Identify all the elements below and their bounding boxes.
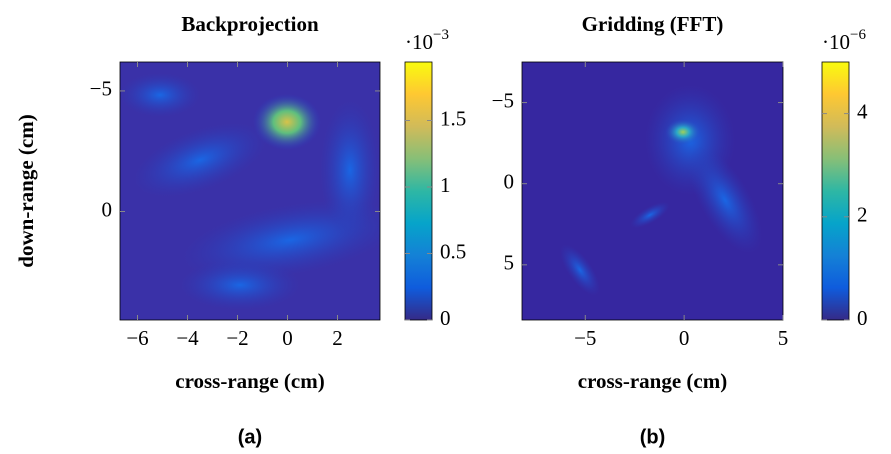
multiplier-exponent: −3 (433, 27, 449, 43)
caption: (a) (238, 426, 262, 448)
x-tick-label: −5 (574, 326, 596, 350)
y-tick-label: −5 (90, 77, 112, 101)
x-tick-label: 2 (332, 326, 343, 350)
colorbar (404, 61, 433, 321)
colorbar (821, 61, 850, 321)
heatmap-image (522, 62, 783, 320)
x-axis-label: cross-range (cm) (578, 369, 727, 393)
colorbar-multiplier: ·10−6 (822, 27, 866, 53)
heatmap-image (120, 62, 380, 320)
y-tick-label: 0 (504, 170, 515, 194)
chart-title: Gridding (FFT) (582, 12, 724, 36)
colorbar-tick-label: 4 (857, 99, 868, 123)
colorbar-tick-label: 1.5 (440, 106, 466, 130)
x-tick-label: −2 (226, 326, 248, 350)
chart-title: Backprojection (181, 12, 319, 36)
y-tick-label: 0 (102, 197, 113, 221)
colorbar-tick-label: 0.5 (440, 239, 466, 263)
plot-frame (119, 61, 381, 321)
colorbar-multiplier: ·10−3 (405, 27, 449, 53)
y-tick-label: −5 (492, 88, 514, 112)
colorbar-tick-label: 2 (857, 203, 868, 227)
colorbar-tick-label: 1 (440, 173, 451, 197)
x-tick-label: 0 (679, 326, 690, 350)
x-tick-label: 0 (282, 326, 293, 350)
x-tick-label: 5 (778, 326, 789, 350)
y-axis-label: down-range (cm) (14, 114, 38, 267)
colorbar-tick-label: 0 (440, 306, 451, 330)
x-axis-label: cross-range (cm) (175, 369, 324, 393)
x-tick-label: −4 (176, 326, 199, 350)
colorbar-tick-label: 0 (857, 306, 868, 330)
multiplier-base: ·10 (822, 30, 850, 54)
multiplier-exponent: −6 (850, 27, 866, 43)
caption: (b) (640, 426, 666, 448)
multiplier-base: ·10 (405, 30, 433, 54)
x-tick-label: −6 (126, 326, 148, 350)
y-tick-label: 5 (504, 251, 515, 275)
plot-frame (521, 61, 784, 321)
